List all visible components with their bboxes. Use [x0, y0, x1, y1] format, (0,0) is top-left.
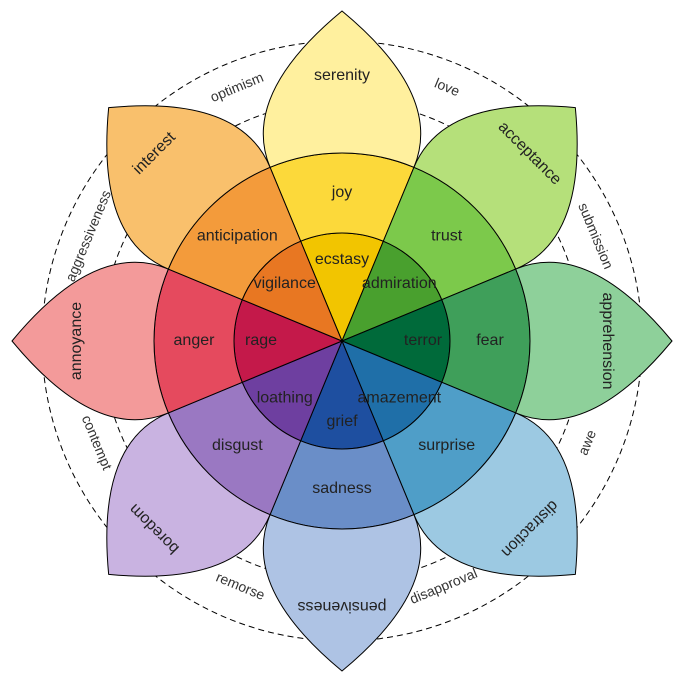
diagram.petals.7.inner.label: vigilance: [254, 275, 316, 292]
diagram.petals.4.outer.label: pensiveness: [298, 598, 387, 615]
petal-0-outer: [263, 11, 420, 167]
diagram.petals.2.inner.label: terror: [404, 332, 443, 349]
diagram.petals.0.middle.label: joy: [331, 184, 352, 201]
diagram.petals.4.inner.label: grief: [326, 413, 358, 430]
diagram.petals.0.outer.label: serenity: [314, 67, 370, 84]
diagram.petals.6.middle.label: anger: [174, 332, 216, 349]
diagram.petals.1.inner.label: admiration: [362, 275, 437, 292]
diagram.dyads.7: optimism: [208, 69, 266, 105]
diagram.petals.5.inner.label: loathing: [257, 389, 313, 406]
diagram.petals.3.inner.label: amazement: [357, 389, 441, 406]
diagram.dyads.5: contempt: [79, 413, 116, 472]
petal-4-outer: [263, 515, 420, 671]
diagram.dyads.0: love: [432, 75, 462, 100]
diagram.dyads.1: submission: [575, 200, 617, 271]
petal-2-outer: [516, 262, 672, 419]
emotion-wheel: ecstasyjoyserenityadmirationtrustaccepta…: [0, 0, 685, 683]
petal-6-outer: [12, 262, 168, 419]
diagram.dyads.2: awe: [575, 427, 600, 457]
diagram.petals.0.inner.label: ecstasy: [315, 251, 369, 268]
diagram.dyads.4: remorse: [214, 569, 268, 604]
diagram.petals.1.middle.label: trust: [431, 228, 463, 245]
diagram.petals.2.outer.label: apprehension: [599, 293, 616, 390]
diagram.petals.7.middle.label: anticipation: [197, 228, 278, 245]
diagram.petals.2.middle.label: fear: [476, 332, 504, 349]
diagram.petals.3.middle.label: surprise: [418, 437, 475, 454]
diagram.petals.5.middle.label: disgust: [212, 437, 263, 454]
diagram.petals.6.outer.label: annoyance: [68, 302, 85, 380]
diagram.petals.6.inner.label: rage: [245, 332, 277, 349]
diagram.petals.4.middle.label: sadness: [312, 480, 372, 497]
